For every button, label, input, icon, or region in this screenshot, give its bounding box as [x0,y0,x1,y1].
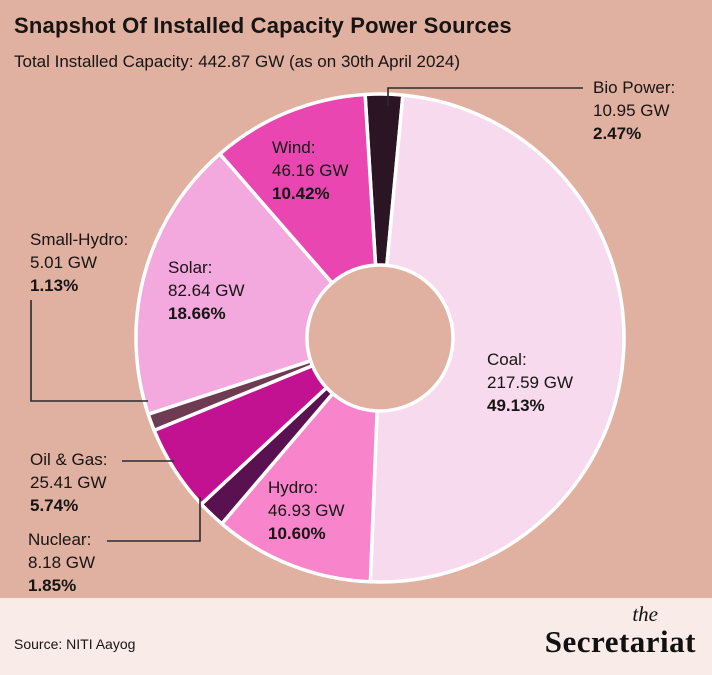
slice-coal-name: Coal: [487,350,527,369]
source-text: Source: NITI Aayog [14,636,136,652]
slice-smallhydro-pct: 1.13% [30,276,79,295]
page-title: Snapshot Of Installed Capacity Power Sou… [14,13,512,38]
slice-solar-gw: 82.64 GW [168,281,245,300]
slice-solar-pct: 18.66% [168,304,226,323]
logo-secretariat: Secretariat [544,624,696,659]
slice-oilgas-gw: 25.41 GW [30,473,107,492]
slice-bio-pct: 2.47% [593,124,642,143]
slice-label-wind: Wind: 46.16 GW 10.42% [272,136,349,205]
slice-label-hydro: Hydro: 46.93 GW 10.60% [268,476,345,545]
slice-wind-pct: 10.42% [272,184,330,203]
slice-oilgas-pct: 5.74% [30,496,79,515]
slice-wind [218,92,378,285]
slice-smallhydro-name: Small-Hydro: [30,230,129,249]
slice-label-smallhydro: Small-Hydro: 5.01 GW 1.13% [30,228,128,297]
connector-nuclear [107,497,201,542]
slice-label-bio: Bio Power: 10.95 GW 2.47% [593,76,675,145]
slice-wind-gw: 46.16 GW [272,161,349,180]
slice-nuclear-pct: 1.85% [28,576,77,595]
connector-bio [387,87,583,106]
slice-hydro-gw: 46.93 GW [268,501,345,520]
slice-solar [134,152,334,416]
slice-hydro [220,391,379,584]
slice-oilgas-name: Oil & Gas: [30,450,108,469]
slice-coal [368,93,626,584]
connector-smallhydro [30,300,148,402]
slice-solar-name: Solar: [168,258,213,277]
logo-the: the [632,602,658,626]
slice-bio-gw: 10.95 GW [593,101,670,120]
slice-label-solar: Solar: 82.64 GW 18.66% [168,256,245,325]
slice-bio-name: Bio Power: [593,78,676,97]
slice-hydro-name: Hydro: [268,478,319,497]
slice-coal-gw: 217.59 GW [487,373,573,392]
slice-hydro-pct: 10.60% [268,524,326,543]
slice-nuclear-gw: 8.18 GW [28,553,96,572]
slice-coal-pct: 49.13% [487,396,545,415]
slice-smallhydro-gw: 5.01 GW [30,253,98,272]
slice-wind-name: Wind: [272,138,316,157]
slice-label-coal: Coal: 217.59 GW 49.13% [487,348,573,417]
logo: the Secretariat [544,602,696,659]
footer-bar: Source: NITI Aayog the Secretariat [0,598,712,675]
slice-nuclear-name: Nuclear: [28,530,92,549]
slice-label-oilgas: Oil & Gas: 25.41 GW 5.74% [30,448,107,517]
page-subtitle: Total Installed Capacity: 442.87 GW (as … [14,52,461,71]
slice-label-nuclear: Nuclear: 8.18 GW 1.85% [28,528,95,597]
